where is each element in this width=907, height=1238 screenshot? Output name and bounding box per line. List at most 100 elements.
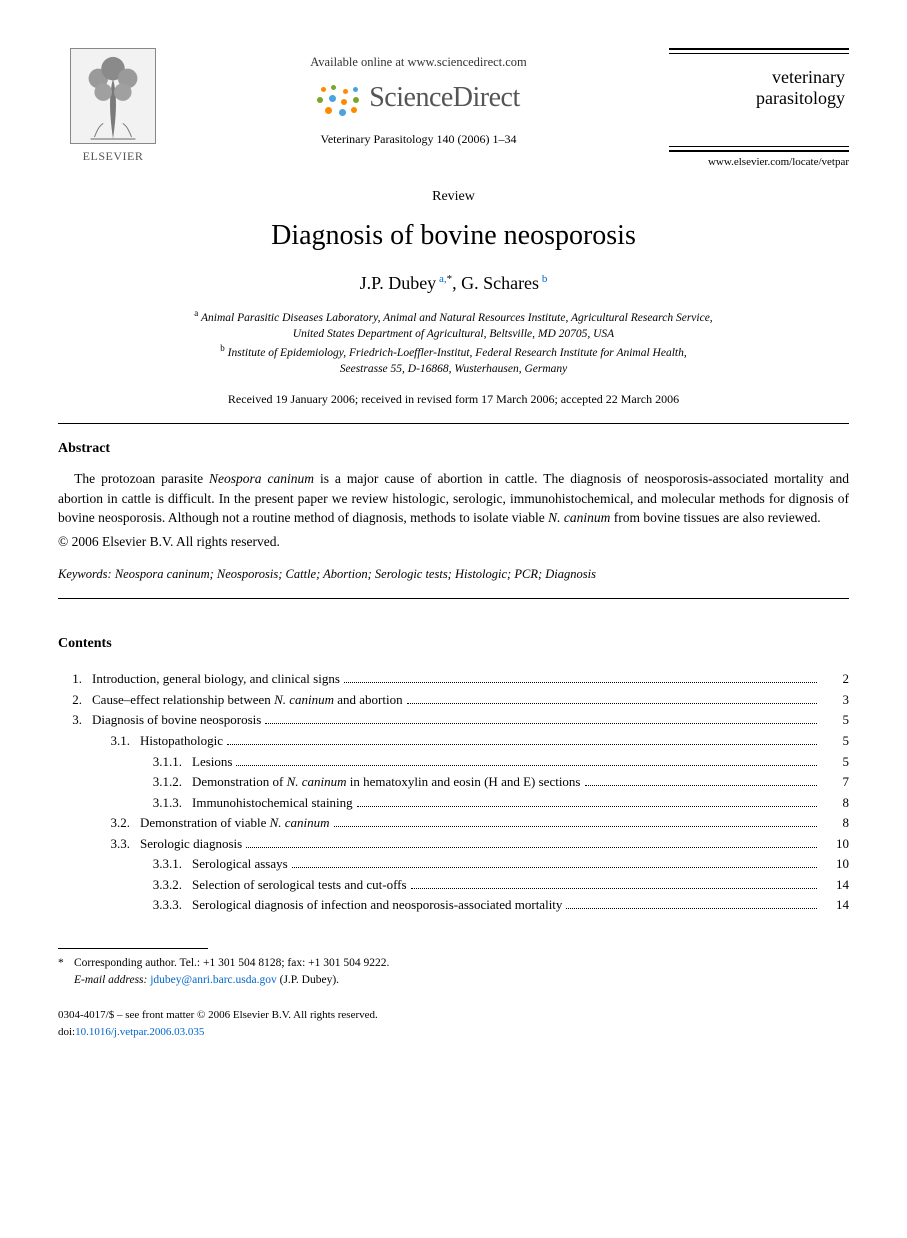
keywords-block: Keywords: Neospora caninum; Neosporosis;… (58, 566, 849, 583)
toc-row[interactable]: 3.1.2.Demonstration of N. caninum in hem… (58, 773, 849, 791)
sciencedirect-dots-icon (317, 85, 361, 117)
journal-header: ELSEVIER Available online at www.science… (58, 48, 849, 170)
corresponding-mark: * (58, 955, 74, 972)
toc-page: 8 (821, 794, 849, 812)
divider (58, 598, 849, 599)
toc-leader-dots (344, 682, 817, 683)
doi-link[interactable]: 10.1016/j.vetpar.2006.03.035 (75, 1026, 204, 1038)
toc-title: Serological assays (192, 855, 288, 873)
abstract-text-3: from bovine tissues are also reviewed. (610, 510, 820, 525)
footnote-rule (58, 948, 208, 949)
toc-number: 3.1.3. (58, 794, 192, 812)
publisher-block: ELSEVIER (58, 48, 168, 164)
toc-leader-dots (246, 847, 817, 848)
toc-page: 14 (821, 876, 849, 894)
toc-row[interactable]: 3.2.Demonstration of viable N. caninum 8 (58, 814, 849, 832)
toc-leader-dots (585, 785, 818, 786)
article-title: Diagnosis of bovine neosporosis (58, 217, 849, 255)
sciencedirect-wordmark: ScienceDirect (369, 79, 520, 117)
toc-leader-dots (265, 723, 817, 724)
toc-number: 2. (58, 691, 92, 709)
toc-row[interactable]: 3.1.1.Lesions5 (58, 753, 849, 771)
journal-title: veterinary parasitology (669, 57, 849, 146)
elsevier-tree-icon (70, 48, 156, 144)
toc-number: 3.3.3. (58, 896, 192, 914)
toc-page: 5 (821, 732, 849, 750)
abstract-body: The protozoan parasite Neospora caninum … (58, 469, 849, 551)
available-online-text: Available online at www.sciencedirect.co… (188, 54, 649, 71)
toc-number: 3.1.1. (58, 753, 192, 771)
toc-title: Immunohistochemical staining (192, 794, 353, 812)
affiliation-a-line1: Animal Parasitic Diseases Laboratory, An… (201, 312, 713, 324)
affiliation-b-line2: Seestrasse 55, D-16868, Wusterhausen, Ge… (340, 363, 568, 375)
toc-page: 5 (821, 711, 849, 729)
toc-number: 3.2. (58, 814, 140, 832)
toc-row[interactable]: 3.3.1.Serological assays 10 (58, 855, 849, 873)
affiliations: a Animal Parasitic Diseases Laboratory, … (58, 307, 849, 377)
toc-number: 3.1. (58, 732, 140, 750)
toc-page: 14 (821, 896, 849, 914)
publisher-label: ELSEVIER (58, 148, 168, 164)
table-of-contents: 1.Introduction, general biology, and cli… (58, 670, 849, 914)
email-suffix: (J.P. Dubey). (277, 974, 339, 986)
author-1-affil-sup: a, (436, 273, 446, 285)
toc-title: Introduction, general biology, and clini… (92, 670, 340, 688)
toc-page: 7 (821, 773, 849, 791)
toc-leader-dots (227, 744, 817, 745)
toc-page: 5 (821, 753, 849, 771)
toc-leader-dots (566, 908, 817, 909)
keywords-label: Keywords: (58, 567, 112, 581)
corresponding-email[interactable]: jdubey@anri.barc.usda.gov (150, 974, 277, 986)
toc-leader-dots (411, 888, 817, 889)
abstract-italic-2: N. caninum (548, 510, 610, 525)
toc-row[interactable]: 2.Cause–effect relationship between N. c… (58, 691, 849, 709)
divider (58, 423, 849, 424)
email-label: E-mail address: (74, 974, 147, 986)
toc-row[interactable]: 3.1.3.Immunohistochemical staining 8 (58, 794, 849, 812)
footer-meta: 0304-4017/$ – see front matter © 2006 El… (58, 1007, 849, 1040)
keywords-list: Neospora caninum; Neosporosis; Cattle; A… (112, 567, 596, 581)
author-2: , G. Schares (452, 273, 539, 293)
toc-row[interactable]: 3.3.Serologic diagnosis10 (58, 835, 849, 853)
toc-number: 3.1.2. (58, 773, 192, 791)
journal-title-line2: parasitology (756, 88, 845, 108)
toc-row[interactable]: 3.1.Histopathologic 5 (58, 732, 849, 750)
article-history: Received 19 January 2006; received in re… (58, 391, 849, 407)
toc-number: 3. (58, 711, 92, 729)
toc-number: 3.3. (58, 835, 140, 853)
toc-title: Selection of serological tests and cut-o… (192, 876, 407, 894)
toc-row[interactable]: 3.3.2.Selection of serological tests and… (58, 876, 849, 894)
affiliation-a-line2: United States Department of Agricultural… (293, 328, 614, 340)
toc-title: Serological diagnosis of infection and n… (192, 896, 562, 914)
toc-title: Serologic diagnosis (140, 835, 242, 853)
journal-title-line1: veterinary (772, 67, 845, 87)
toc-title: Histopathologic (140, 732, 223, 750)
journal-title-block: veterinary parasitology www.elsevier.com… (669, 48, 849, 170)
toc-leader-dots (236, 765, 817, 766)
sciencedirect-logo: ScienceDirect (188, 79, 649, 117)
author-list: J.P. Dubey a,*, G. Schares b (58, 271, 849, 295)
affiliation-b-line1: Institute of Epidemiology, Friedrich-Loe… (228, 347, 687, 359)
toc-number: 3.3.1. (58, 855, 192, 873)
toc-number: 3.3.2. (58, 876, 192, 894)
corresponding-text: Corresponding author. Tel.: +1 301 504 8… (74, 955, 389, 972)
toc-page: 2 (821, 670, 849, 688)
toc-title: Diagnosis of bovine neosporosis (92, 711, 261, 729)
toc-page: 8 (821, 814, 849, 832)
toc-row[interactable]: 1.Introduction, general biology, and cli… (58, 670, 849, 688)
header-center: Available online at www.sciencedirect.co… (168, 48, 669, 147)
toc-row[interactable]: 3.Diagnosis of bovine neosporosis 5 (58, 711, 849, 729)
toc-title: Demonstration of N. caninum in hematoxyl… (192, 773, 581, 791)
abstract-italic-1: Neospora caninum (209, 471, 314, 486)
contents-heading: Contents (58, 635, 849, 654)
toc-leader-dots (357, 806, 817, 807)
toc-leader-dots (334, 826, 817, 827)
journal-url[interactable]: www.elsevier.com/locate/vetpar (669, 155, 849, 170)
toc-title: Demonstration of viable N. caninum (140, 814, 330, 832)
abstract-copyright: © 2006 Elsevier B.V. All rights reserved… (58, 532, 849, 552)
author-1: J.P. Dubey (360, 273, 437, 293)
journal-citation: Veterinary Parasitology 140 (2006) 1–34 (188, 131, 649, 147)
toc-row[interactable]: 3.3.3.Serological diagnosis of infection… (58, 896, 849, 914)
toc-page: 10 (821, 855, 849, 873)
issn-copyright: 0304-4017/$ – see front matter © 2006 El… (58, 1007, 849, 1024)
